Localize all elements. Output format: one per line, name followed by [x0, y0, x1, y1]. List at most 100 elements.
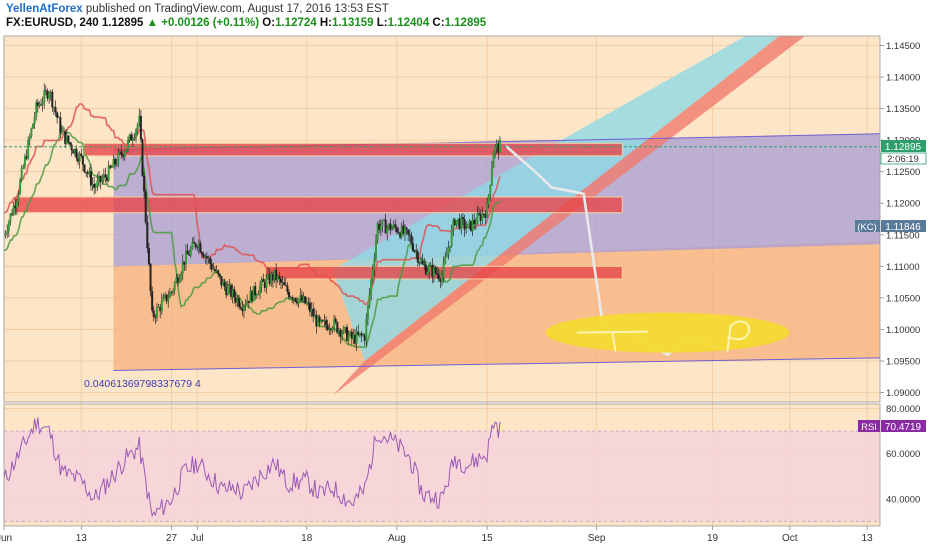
- candle-body: [9, 213, 12, 222]
- candle-body: [489, 185, 492, 196]
- candle-body: [355, 331, 358, 344]
- rsi-line: [4, 417, 501, 518]
- candle-body: [143, 175, 146, 192]
- candle-body: [175, 277, 178, 283]
- candle-body: [191, 241, 194, 249]
- candle-body: [77, 158, 80, 162]
- candle-body: [157, 306, 160, 308]
- candle-body: [189, 248, 192, 256]
- candle-body: [207, 258, 210, 259]
- candle-body: [130, 134, 133, 141]
- candle-body: [246, 300, 249, 305]
- candle-body: [431, 265, 434, 277]
- candle-body: [281, 282, 284, 283]
- candle-body: [91, 183, 94, 186]
- candle-body: [65, 135, 68, 144]
- candle-body: [213, 269, 216, 272]
- rsi-band: [4, 430, 880, 522]
- candle-body: [379, 226, 382, 231]
- candle-body: [217, 270, 220, 274]
- candle-body: [170, 292, 173, 293]
- candle-body: [238, 298, 241, 307]
- candle-body: [109, 165, 112, 168]
- candle-body: [325, 320, 328, 326]
- candle-body: [339, 329, 342, 337]
- ohlc-legend: FX:EURUSD, 240 1.12895 ▲ +0.00126 (+0.11…: [6, 17, 486, 29]
- candle-body: [44, 90, 47, 92]
- candle-body: [352, 334, 355, 339]
- candle-body: [292, 297, 295, 300]
- candle-body: [455, 220, 458, 225]
- candle-body: [428, 266, 431, 273]
- candle-body: [241, 308, 244, 312]
- candle-body: [478, 213, 481, 215]
- candle-body: [225, 286, 228, 296]
- candle-body: [442, 262, 445, 277]
- candle-body: [46, 90, 49, 99]
- candle-body: [155, 307, 158, 318]
- candle-body: [201, 252, 204, 255]
- high-label: H:: [319, 17, 332, 29]
- candle-body: [426, 272, 429, 275]
- candle-body: [167, 297, 170, 302]
- candle-body: [461, 217, 464, 220]
- candle-body: [323, 320, 326, 322]
- candle-body: [458, 218, 461, 229]
- candle-body: [38, 104, 41, 107]
- candle-body: [463, 219, 466, 230]
- low-label: L:: [376, 17, 388, 29]
- candle-body: [183, 261, 186, 265]
- candle-body: [344, 327, 347, 328]
- candle-body: [151, 291, 154, 311]
- candle-body: [67, 135, 70, 143]
- candle-body: [73, 148, 76, 154]
- candle-body: [234, 297, 237, 303]
- candle-body: [421, 260, 424, 265]
- candle-body: [212, 269, 215, 271]
- candle-body: [403, 227, 406, 234]
- symbol-label[interactable]: FX:EURUSD, 240: [6, 17, 99, 29]
- candle-body: [387, 223, 390, 228]
- candle-body: [297, 298, 300, 304]
- candle-body: [447, 247, 450, 255]
- candle-body: [268, 274, 271, 284]
- rsi-label-text: RSI: [861, 422, 877, 433]
- kc-label-tag: [855, 220, 880, 232]
- candle-body: [296, 301, 299, 304]
- candle-body: [168, 292, 171, 298]
- candle-body: [408, 234, 411, 236]
- rsi-tick-label: 80.0000: [886, 404, 920, 415]
- range-measure-label: 0.04061369798337679 4: [84, 378, 201, 390]
- candle-body: [181, 261, 184, 274]
- y-tick-label: 1.10000: [886, 325, 920, 336]
- candle-body: [11, 213, 14, 215]
- candle-body: [498, 139, 501, 153]
- candle-body: [331, 328, 334, 331]
- rsi-tick-label: 40.0000: [886, 494, 920, 505]
- candle-body: [391, 227, 394, 231]
- x-tick-label: 13: [862, 533, 874, 544]
- candle-body: [313, 315, 316, 317]
- candle-body: [56, 112, 59, 118]
- candle-body: [424, 265, 427, 275]
- candle-body: [497, 143, 500, 153]
- candle-body: [102, 174, 105, 179]
- handwritten-t: [576, 330, 649, 352]
- candle-body: [342, 327, 345, 334]
- candle-body: [197, 243, 200, 248]
- author-link[interactable]: YellenAtForex: [6, 3, 83, 15]
- candle-body: [244, 304, 247, 307]
- candle-body: [57, 117, 60, 119]
- candle-body: [19, 179, 22, 194]
- candle-body: [400, 225, 403, 238]
- candle-body: [186, 250, 189, 255]
- candle-body: [358, 333, 361, 335]
- candle-body: [283, 282, 286, 286]
- candle-body: [468, 220, 471, 224]
- candle-body: [410, 235, 413, 244]
- candle-body: [347, 335, 350, 341]
- candle-body: [452, 219, 455, 230]
- candle-body: [149, 263, 152, 292]
- candle-body: [7, 221, 10, 232]
